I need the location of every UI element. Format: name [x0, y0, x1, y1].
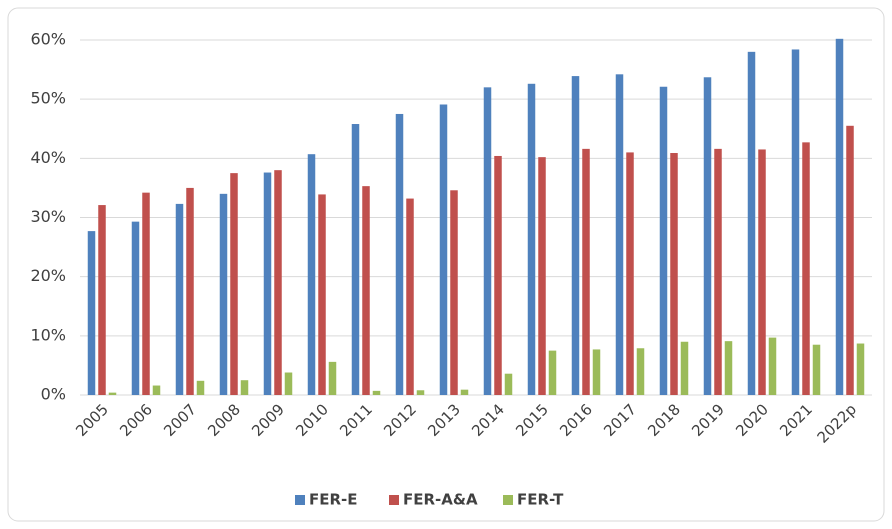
bar [571, 76, 580, 395]
y-tick-label: 0% [41, 385, 66, 404]
bar [703, 77, 712, 396]
bar [274, 170, 282, 395]
bar [582, 148, 590, 395]
bar [152, 385, 161, 395]
bar [791, 49, 800, 395]
y-tick-label: 60% [30, 30, 66, 49]
bar [284, 372, 293, 395]
bar [219, 193, 228, 395]
bar [450, 190, 458, 395]
bar [328, 361, 337, 395]
bar [372, 390, 381, 395]
legend-swatch [295, 495, 305, 505]
bar [538, 157, 546, 395]
bar [724, 341, 733, 395]
bar [351, 124, 360, 396]
y-tick-label: 10% [30, 325, 66, 344]
bar [680, 341, 689, 395]
legend-swatch [389, 495, 399, 505]
legend-label: FER-E [309, 491, 358, 509]
legend-label: FER-A&A [403, 491, 478, 509]
bar [768, 337, 777, 395]
bar [395, 113, 404, 395]
bar [835, 38, 844, 396]
bar [439, 104, 448, 395]
bar [636, 348, 645, 395]
y-tick-label: 50% [30, 89, 66, 108]
legend-swatch [503, 495, 513, 505]
bar [758, 149, 766, 395]
bar [670, 153, 678, 395]
bar [494, 155, 502, 395]
legend-label: FER-T [517, 491, 564, 509]
y-tick-label: 40% [30, 148, 66, 167]
bar [108, 392, 117, 395]
y-tick-label: 20% [30, 266, 66, 285]
bar [504, 373, 513, 395]
bar [615, 74, 624, 396]
bar [240, 380, 249, 395]
bar [175, 203, 184, 395]
bar [416, 390, 425, 395]
bar [362, 186, 370, 395]
bar [460, 389, 469, 395]
bar [87, 231, 96, 395]
bar [406, 198, 414, 395]
bar [812, 344, 821, 395]
bar [318, 194, 326, 395]
bar [856, 343, 865, 395]
bar [714, 148, 722, 395]
bar [659, 86, 668, 395]
bar [592, 349, 601, 395]
bar [230, 173, 238, 395]
bar [307, 154, 316, 395]
bar [527, 83, 536, 396]
bar [263, 172, 272, 395]
y-tick-label: 30% [30, 207, 66, 226]
bar [626, 152, 634, 395]
bar [196, 380, 205, 395]
bar [846, 125, 854, 396]
bar [142, 192, 150, 395]
bar [548, 350, 557, 395]
bar [483, 87, 492, 395]
bar [747, 51, 756, 395]
bar [186, 187, 194, 395]
bar [98, 205, 106, 395]
bar [802, 142, 810, 395]
bar [131, 221, 140, 395]
